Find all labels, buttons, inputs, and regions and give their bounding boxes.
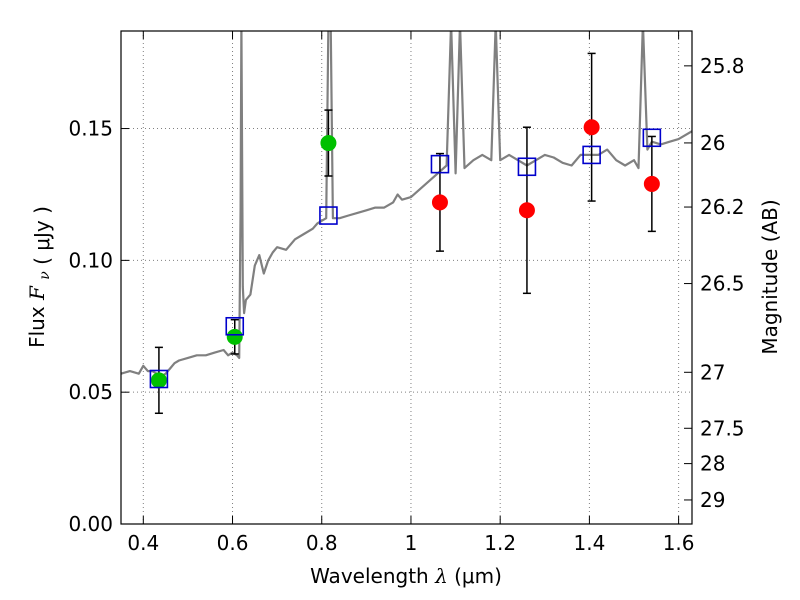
y-axis-title: Flux F ν ( μJy ) (25, 206, 54, 348)
mag-tick-label: 26 (700, 131, 725, 155)
y-axis-symbol: F (25, 285, 49, 301)
y-tick-label: 0.05 (68, 380, 113, 404)
x-tick-label: 1.2 (484, 531, 516, 555)
y2-axis-title: Magnitude (AB) (758, 199, 782, 354)
y-axis-title-prefix: Flux (25, 306, 49, 348)
red-photometry-point (643, 175, 660, 192)
mag-tick-label: 26.5 (700, 272, 745, 296)
red-photometry-point (518, 202, 535, 219)
y-tick-label: 0.00 (68, 512, 113, 536)
x-tick-label: 1 (405, 531, 418, 555)
x-axis-unit: (μm) (454, 564, 502, 588)
red-photometry-point (431, 194, 448, 211)
x-axis-title-text: Wavelength (310, 564, 429, 588)
y-axis-unit: ( μJy ) (30, 206, 54, 265)
mag-tick-label: 27 (700, 360, 725, 384)
axis-ticks: 0.4 0.6 0.8 1 1.2 1.4 1.6 0.00 0.05 0.10 0.15 25.8 2… (68, 31, 745, 555)
y-tick-label: 0.15 (68, 117, 113, 141)
grid (121, 31, 692, 525)
mag-tick-label: 27.5 (700, 416, 745, 440)
spectrum-line (121, 31, 692, 378)
mag-tick-label: 25.8 (700, 54, 745, 78)
model-flux-square (517, 157, 537, 177)
model-flux-square (149, 369, 169, 389)
x-axis-title: Wavelength λ (μm) (310, 564, 502, 588)
model-flux-square (642, 128, 662, 148)
y-tick-label: 0.10 (68, 248, 113, 272)
x-tick-label: 0.4 (127, 531, 159, 555)
green-photometry-point (150, 372, 167, 389)
y-axis-subscript: ν (37, 271, 53, 280)
model-flux-square (319, 206, 338, 225)
mag-tick-label: 26.2 (700, 195, 745, 219)
model-flux-square (225, 316, 245, 336)
x-axis-symbol: λ (434, 564, 448, 588)
x-tick-label: 0.6 (217, 531, 249, 555)
red-photometry-point (583, 119, 600, 136)
green-photometry-point (226, 328, 243, 345)
x-tick-label: 1.6 (663, 531, 695, 555)
mag-tick-label: 28 (700, 452, 725, 476)
model-flux-square (582, 145, 601, 165)
x-tick-label: 1.4 (573, 531, 605, 555)
x-tick-label: 0.8 (306, 531, 338, 555)
plot-area (121, 31, 692, 415)
plot-frame (120, 30, 693, 525)
green-photometry-point (320, 135, 337, 152)
model-flux-square (430, 154, 450, 174)
mag-tick-label: 29 (700, 488, 725, 512)
